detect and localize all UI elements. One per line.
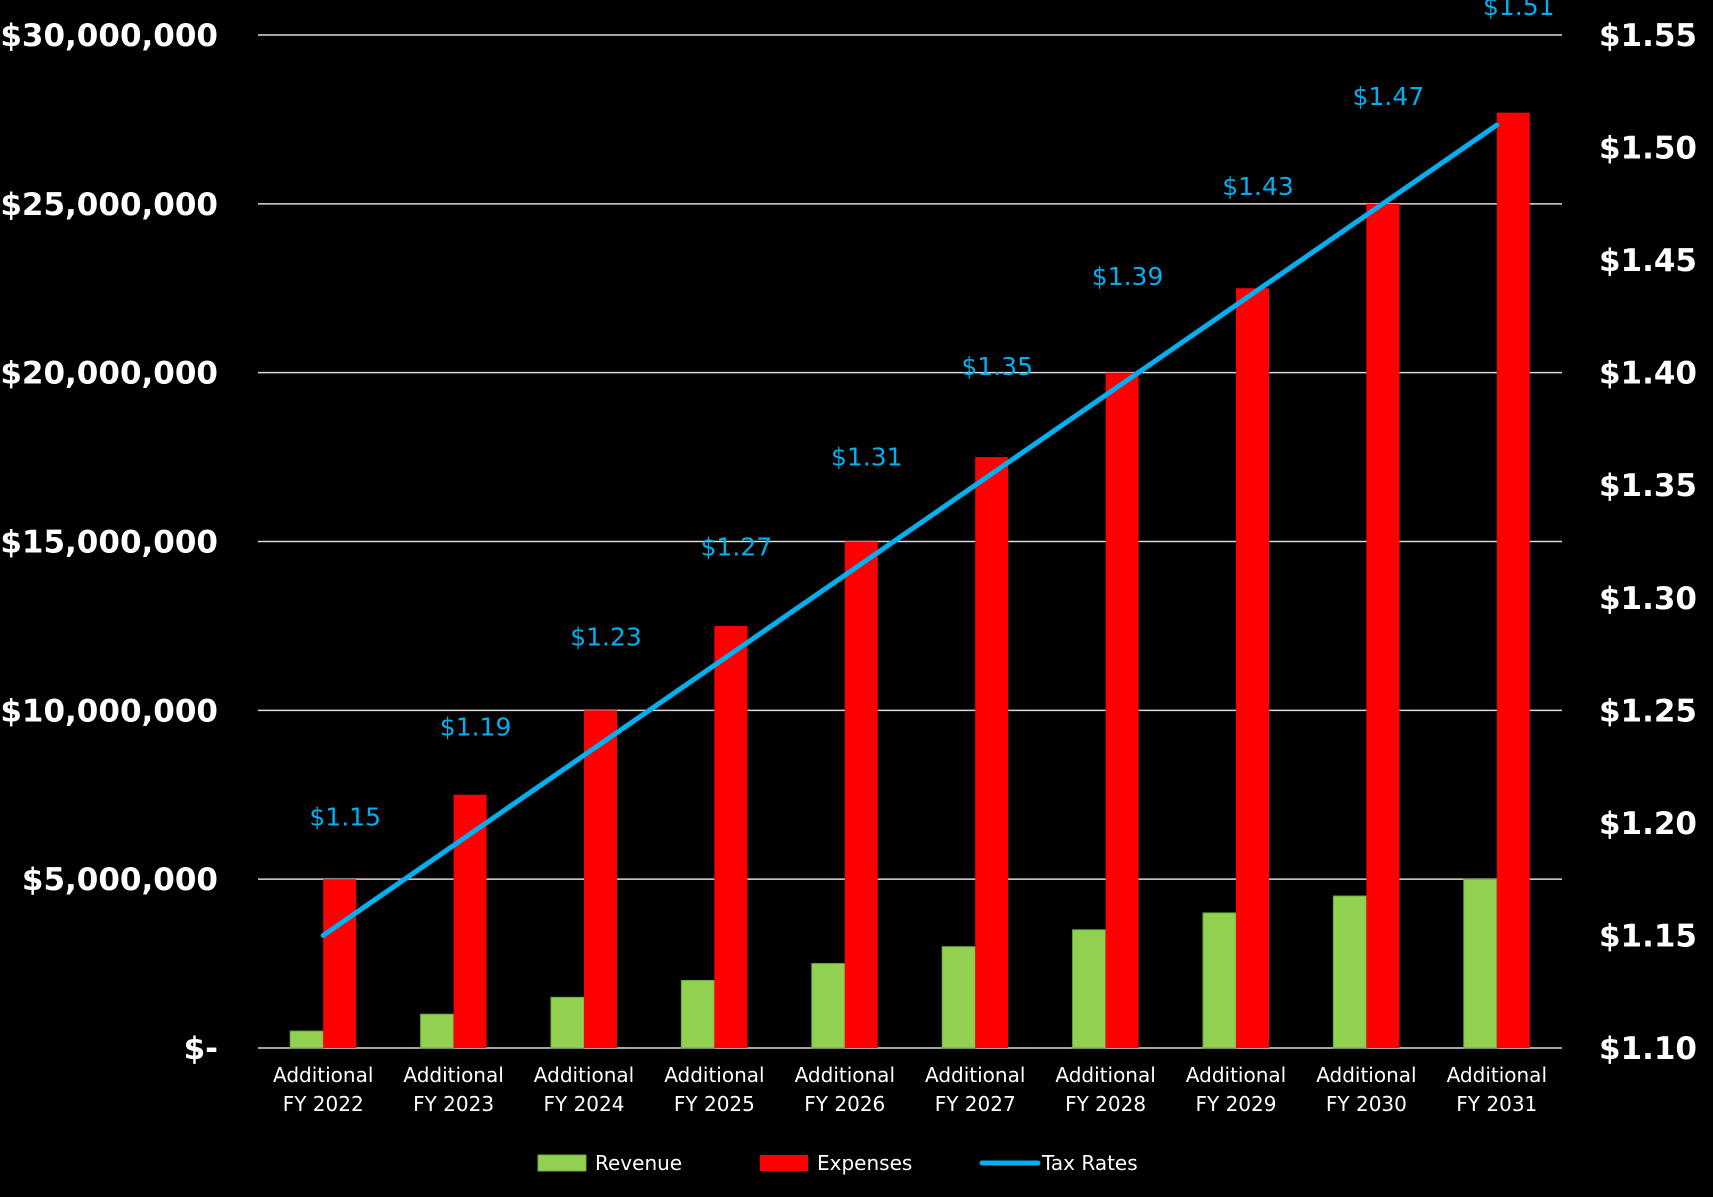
category-axis: Additional FY 2022 Additional FY 2023 Additi… (273, 1063, 1547, 1116)
right-tick-label: $1.20 (1599, 806, 1697, 842)
right-tick-label: $1.10 (1599, 1031, 1697, 1067)
expenses-bar (1105, 372, 1139, 1049)
category-label: FY 2023 (413, 1092, 494, 1116)
category-label: Additional (1447, 1063, 1547, 1087)
left-tick-label: $10,000,000 (0, 693, 218, 729)
tax-rate-data-label: $1.23 (570, 622, 642, 651)
category-label: Additional (403, 1063, 503, 1087)
category-label: Additional (534, 1063, 634, 1087)
legend-tax-rates-label: Tax Rates (1041, 1151, 1138, 1175)
category-label: Additional (1316, 1063, 1416, 1087)
category-label: Additional (273, 1063, 373, 1087)
category-label: FY 2024 (544, 1092, 625, 1116)
category-label: Additional (925, 1063, 1025, 1087)
category-label: FY 2025 (674, 1092, 755, 1116)
revenue-bar (1202, 912, 1237, 1049)
revenue-bar (1072, 929, 1107, 1049)
data-labels: $1.15 $1.19 $1.23 $1.27 $1.31 $1.35 $1.39 $1.43… (309, 0, 1554, 831)
tax-rate-data-label: $1.47 (1353, 82, 1425, 111)
category-label: FY 2027 (935, 1092, 1016, 1116)
category-label: Additional (664, 1063, 764, 1087)
expenses-bar (584, 710, 617, 1048)
tax-rates-line (320, 122, 1500, 938)
legend-expenses-label: Expenses (817, 1151, 912, 1175)
right-tick-label: $1.45 (1599, 243, 1697, 279)
right-tick-label: $1.40 (1599, 356, 1697, 392)
bars (289, 112, 1530, 1049)
legend-revenue-label: Revenue (595, 1151, 682, 1175)
left-tick-label: $30,000,000 (0, 18, 218, 54)
tax-rate-data-label: $1.51 (1483, 0, 1555, 21)
right-tick-label: $1.25 (1599, 693, 1697, 729)
revenue-bar (420, 1013, 455, 1049)
right-tick-label: $1.15 (1599, 918, 1697, 954)
category-label: FY 2029 (1196, 1092, 1277, 1116)
left-tick-label: $- (184, 1031, 218, 1067)
category-label: FY 2031 (1456, 1092, 1537, 1116)
left-tick-label: $15,000,000 (0, 525, 218, 561)
legend: Revenue Expenses Tax Rates (537, 1151, 1138, 1175)
tax-rate-line (320, 122, 1500, 938)
tax-rate-data-label: $1.31 (831, 442, 903, 471)
revenue-bar (1463, 878, 1498, 1049)
revenue-bar (1332, 895, 1367, 1049)
expenses-bar (323, 879, 357, 1048)
expenses-bar (844, 541, 878, 1048)
right-tick-label: $1.35 (1599, 468, 1697, 504)
expenses-bar (1236, 288, 1269, 1048)
category-label: FY 2026 (804, 1092, 885, 1116)
category-label: FY 2028 (1065, 1092, 1146, 1116)
expenses-bar (714, 625, 748, 1048)
category-label: FY 2022 (283, 1092, 364, 1116)
left-tick-label: $25,000,000 (0, 187, 218, 223)
tax-rate-data-label: $1.15 (309, 802, 381, 831)
tax-rate-data-label: $1.43 (1222, 172, 1294, 201)
right-axis: $1.10 $1.15 $1.20 $1.25 $1.30 $1.35 $1.40 $1.45… (1599, 18, 1697, 1067)
legend-expenses-swatch (760, 1155, 808, 1171)
revenue-bar (680, 979, 715, 1049)
left-axis: $- $5,000,000 $10,000,000 $15,000,000 $20,00… (0, 18, 218, 1067)
left-tick-label: $20,000,000 (0, 356, 218, 392)
right-tick-label: $1.55 (1599, 18, 1697, 54)
revenue-bar (550, 996, 585, 1049)
category-label: Additional (795, 1063, 895, 1087)
left-tick-label: $5,000,000 (22, 862, 218, 898)
expenses-bar (975, 457, 1009, 1048)
tax-rate-data-label: $1.27 (701, 532, 773, 561)
tax-rate-data-label: $1.35 (961, 352, 1033, 381)
legend-revenue-swatch (537, 1154, 587, 1172)
revenue-bar (941, 946, 976, 1049)
right-tick-label: $1.50 (1599, 131, 1697, 167)
tax-rate-data-label: $1.39 (1092, 262, 1164, 291)
expenses-bar (1496, 112, 1530, 1048)
category-label: FY 2030 (1326, 1092, 1407, 1116)
category-label: Additional (1186, 1063, 1286, 1087)
tax-rate-data-label: $1.19 (440, 712, 512, 741)
revenue-bar (289, 1030, 324, 1049)
expenses-bar (1366, 203, 1400, 1049)
right-tick-label: $1.30 (1599, 581, 1697, 617)
revenue-bar (811, 963, 846, 1049)
category-label: Additional (1055, 1063, 1155, 1087)
